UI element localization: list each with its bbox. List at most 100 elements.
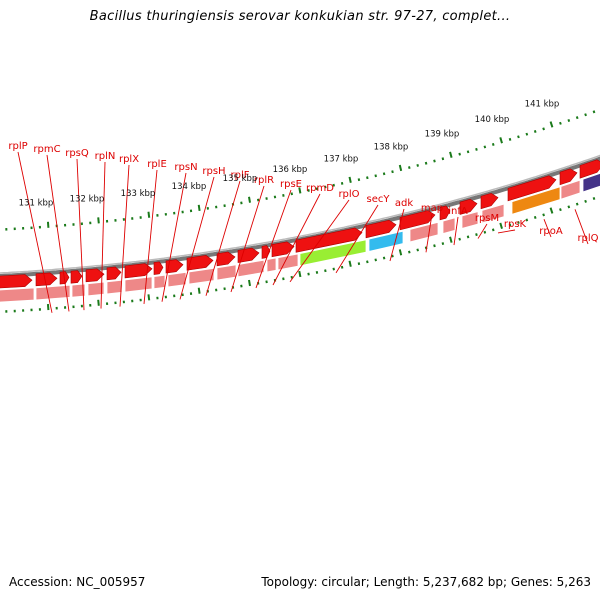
tick-mark	[46, 221, 50, 228]
cds-arrow	[153, 261, 164, 275]
tick-mark	[332, 267, 335, 271]
gene-feature	[216, 264, 237, 281]
gene-label-secY: secY	[367, 194, 391, 205]
cds-arrow	[35, 272, 58, 287]
lower-tick-track	[5, 110, 596, 231]
tick-mark	[189, 209, 193, 213]
tick-mark	[114, 219, 117, 222]
tick-mark	[458, 152, 461, 156]
tick-mark	[240, 201, 243, 205]
tick-mark	[72, 223, 75, 226]
tick-mark	[508, 137, 512, 141]
tick-mark	[97, 217, 100, 224]
tick-mark	[131, 217, 134, 220]
gene-feature-rplQ	[582, 173, 600, 193]
tick-mark	[491, 228, 495, 232]
topology-text: Topology: circular; Length: 5,237,682 bp…	[261, 575, 591, 589]
tick-mark	[38, 308, 41, 311]
tick-mark	[592, 110, 596, 114]
tick-mark	[592, 197, 596, 201]
gene-feature-adk	[368, 230, 404, 252]
tick-mark	[475, 147, 478, 151]
gene-feature	[71, 283, 86, 298]
tick-mark	[80, 222, 83, 226]
gene-feature	[481, 203, 505, 224]
tick-mark	[517, 135, 520, 139]
tick-mark	[575, 202, 579, 206]
tick-mark	[458, 237, 461, 241]
tick-mark	[408, 166, 411, 170]
cds-arrow	[439, 205, 451, 221]
tick-mark	[197, 287, 201, 294]
tick-mark	[72, 305, 75, 309]
tick-mark	[63, 223, 67, 227]
tick-mark	[533, 130, 537, 134]
gene-label-rplO: rplO	[338, 189, 359, 200]
tick-mark	[416, 163, 419, 167]
gene-label-map: map	[421, 203, 443, 214]
tick-mark	[315, 270, 319, 274]
gene-label-rpsM: rpsM	[475, 213, 499, 224]
gene-label-adk: adk	[395, 198, 413, 209]
tick-mark	[324, 269, 327, 273]
tick-mark	[13, 227, 16, 231]
scale-labels: 131 kbp 132 kbp 133 kbp 134 kbp 135 kbp 136 k…	[19, 99, 560, 208]
leader-line	[272, 193, 321, 286]
tick-mark	[533, 215, 537, 219]
gene-label-rplP: rplP	[8, 141, 27, 152]
leader-line	[119, 164, 130, 307]
tick-mark	[584, 113, 587, 117]
leader-line	[425, 213, 433, 253]
tick-mark	[307, 189, 310, 192]
cds-arrow	[124, 263, 153, 279]
tick-mark	[164, 295, 167, 299]
leader-line	[100, 161, 106, 309]
leader-line	[335, 204, 379, 274]
gene-label-rplR: rplR	[254, 175, 274, 186]
tick-mark	[315, 187, 319, 191]
gene-label-rpmD: rpmD	[306, 183, 334, 194]
gene-feature	[461, 211, 479, 229]
tick-mark	[366, 260, 369, 264]
cds-arrow	[480, 192, 499, 210]
tick-mark	[542, 213, 545, 217]
gene-feature	[266, 257, 277, 273]
gene-label-rplN: rplN	[95, 151, 116, 162]
tick-mark	[248, 196, 251, 203]
tick-mark	[366, 176, 369, 180]
tick-mark	[80, 304, 83, 308]
tick-mark	[30, 308, 33, 312]
tick-mark	[298, 270, 302, 278]
tick-mark	[282, 193, 285, 197]
leader-line	[574, 209, 589, 245]
tick-mark	[63, 306, 67, 309]
gene-feature	[35, 284, 71, 301]
gene-feature	[0, 287, 35, 303]
cds-arrow	[271, 241, 295, 258]
tick-mark	[181, 210, 184, 214]
gene-feature	[87, 281, 105, 297]
leader-line	[17, 151, 53, 313]
cds-arrow	[216, 251, 236, 267]
cds-arrow	[261, 245, 271, 259]
tick-mark	[332, 183, 335, 187]
scale-label: 138 kbp	[374, 143, 409, 153]
scale-label: 133 kbp	[121, 189, 156, 199]
tick-mark	[223, 204, 226, 208]
leader-line	[389, 208, 405, 262]
cds-arrow	[186, 255, 214, 271]
gene-feature	[167, 271, 187, 288]
cds-arrow	[507, 175, 557, 202]
tick-mark	[559, 121, 562, 125]
tick-mark	[525, 218, 529, 222]
tick-mark	[105, 302, 109, 306]
tick-mark	[382, 172, 386, 176]
tick-mark	[215, 205, 218, 209]
leader-line	[205, 180, 241, 296]
scale-label: 134 kbp	[172, 182, 207, 192]
backbone-inner-line	[0, 154, 600, 274]
tick-mark	[416, 248, 419, 252]
tick-mark	[542, 127, 545, 131]
tick-mark	[433, 159, 436, 163]
leader-line	[143, 169, 158, 304]
